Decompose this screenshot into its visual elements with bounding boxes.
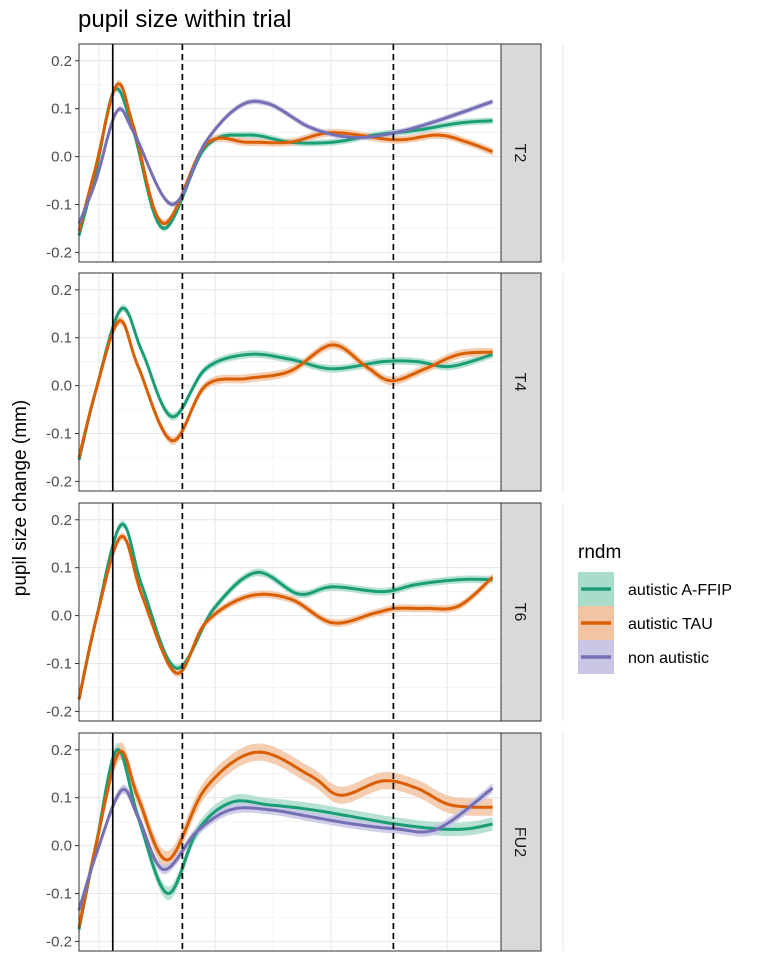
- y-tick-label: 0.2: [51, 742, 72, 759]
- strip-background: [500, 502, 542, 722]
- series-line-autistic-A-FFIP: [77, 306, 494, 461]
- panel-T4: -0.2 -0.1 0.0 0.1 0.2 T4: [46, 272, 564, 492]
- legend-item: non autistic: [578, 640, 709, 674]
- panel-FU2: -0.2 -0.1 0.0 0.1 0.2 FU2: [46, 732, 564, 952]
- panel-T2: -0.2 -0.1 0.0 0.1 0.2 T2: [46, 43, 564, 263]
- legend: rndm autistic A-FFIP autistic TAU non auti…: [578, 542, 732, 674]
- y-tick-label: 0.2: [51, 512, 72, 529]
- y-tick-label: 0.0: [51, 378, 72, 395]
- panel-background: [79, 273, 501, 491]
- strip-background: [500, 43, 542, 263]
- y-tick-label: 0.1: [51, 790, 72, 807]
- y-tick-label: 0.0: [51, 838, 72, 855]
- legend-title: rndm: [578, 542, 621, 563]
- y-tick-label: -0.2: [46, 933, 72, 950]
- y-tick-label: -0.2: [46, 703, 72, 720]
- series-line-autistic-TAU: [77, 534, 494, 700]
- y-tick-label: -0.2: [46, 473, 72, 490]
- y-tick-label: 0.0: [51, 149, 72, 166]
- y-tick-label: -0.1: [46, 656, 72, 673]
- y-tick-label: 0.1: [51, 560, 72, 577]
- strip-label: FU2: [511, 827, 528, 857]
- y-axis-title: pupil size change (mm): [10, 400, 31, 596]
- panel-background: [79, 44, 501, 262]
- series-line-autistic-TAU: [77, 749, 493, 928]
- legend-label: autistic A-FFIP: [628, 582, 732, 599]
- y-tick-label: 0.1: [51, 330, 72, 347]
- series-line-autistic-TAU: [77, 82, 494, 232]
- legend-item: autistic A-FFIP: [578, 572, 732, 606]
- y-tick-label: 0.1: [51, 101, 72, 118]
- y-tick-label: -0.1: [46, 426, 72, 443]
- series-line-autistic-A-FFIP: [77, 522, 493, 700]
- series-line-non-autistic: [77, 99, 494, 225]
- y-tick-label: -0.1: [46, 886, 72, 903]
- chart-title: pupil size within trial: [78, 6, 291, 33]
- strip-label: T2: [511, 144, 528, 163]
- strip-background: [500, 732, 542, 952]
- y-tick-label: 0.2: [51, 282, 72, 299]
- strip-label: T6: [511, 603, 528, 622]
- ribbon-non-autistic: [79, 783, 493, 916]
- legend-item: autistic TAU: [578, 606, 713, 640]
- series-line-non-autistic: [77, 786, 494, 911]
- panel-T6: -0.2 -0.1 0.0 0.1 0.2 T6: [46, 502, 564, 722]
- strip-background: [500, 272, 542, 492]
- legend-label: non autistic: [628, 650, 709, 667]
- y-tick-label: -0.2: [46, 244, 72, 261]
- y-tick-label: -0.1: [46, 197, 72, 214]
- legend-label: autistic TAU: [628, 616, 713, 633]
- strip-label: T4: [511, 373, 528, 392]
- facet-panels: -0.2-0.10.00.10.2T2-0.2-0.10.00.10.2T4-0…: [46, 43, 564, 952]
- y-tick-label: 0.2: [51, 53, 72, 70]
- y-tick-label: 0.0: [51, 608, 72, 625]
- series-line-autistic-TAU: [77, 319, 493, 458]
